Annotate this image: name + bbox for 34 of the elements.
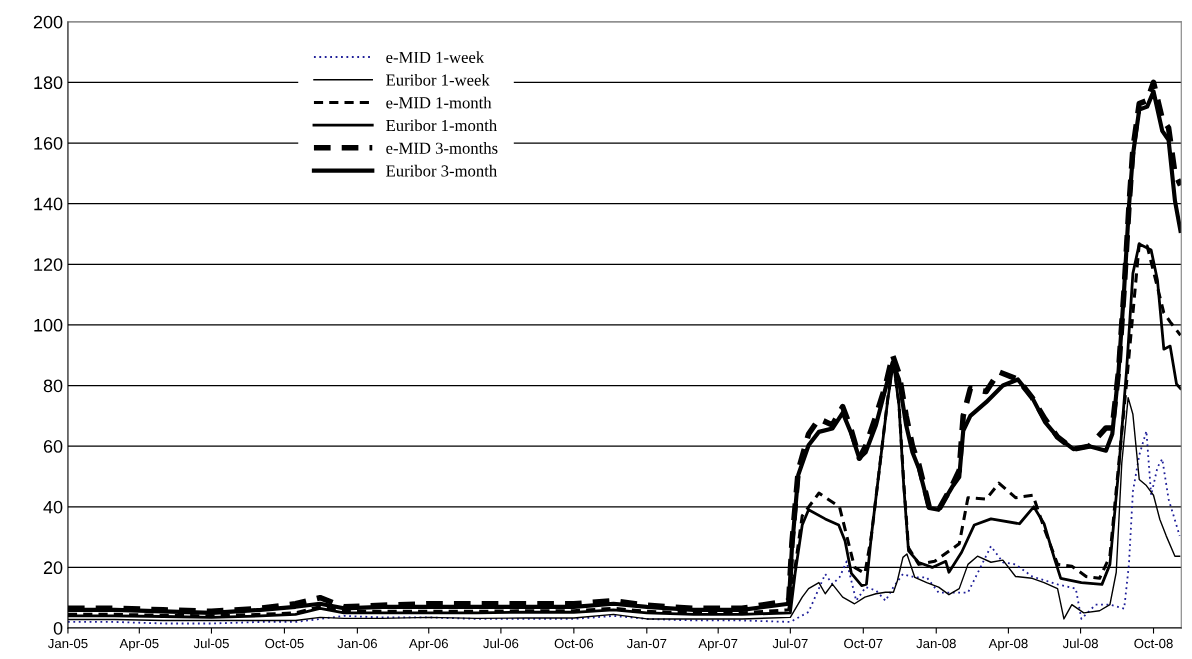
x-tick-label: Oct-06 bbox=[554, 638, 594, 649]
line-series bbox=[67, 430, 1181, 625]
y-tick-label: 100 bbox=[34, 318, 63, 332]
x-tick-label: Jul-06 bbox=[483, 638, 519, 649]
legend-label: Euribor 1-week bbox=[386, 73, 490, 86]
x-tick-label: Jan-06 bbox=[337, 638, 377, 649]
x-tick-label: Apr-08 bbox=[988, 638, 1028, 651]
x-tick-label: Apr-06 bbox=[408, 638, 448, 651]
y-tick-label: 200 bbox=[33, 15, 63, 29]
legend-label: e-MID 3-months bbox=[386, 142, 498, 154]
x-tick-label: Jul-05 bbox=[193, 638, 229, 649]
y-tick-label: 60 bbox=[43, 440, 63, 453]
y-tick-label: 80 bbox=[43, 379, 63, 393]
x-tick-label: Jan-08 bbox=[916, 638, 956, 649]
legend-label: e-MID 1-month bbox=[386, 96, 492, 109]
x-tick-label: Oct-08 bbox=[1134, 638, 1173, 649]
x-tick-label: Jul-08 bbox=[1062, 638, 1098, 649]
x-tick-label: Jan-05 bbox=[47, 638, 88, 649]
y-tick-label: 40 bbox=[43, 500, 63, 514]
y-tick-label: 120 bbox=[34, 258, 63, 271]
y-tick-label: 140 bbox=[34, 197, 63, 211]
y-tick-label: 160 bbox=[34, 136, 63, 150]
x-tick-label: Jan-07 bbox=[626, 638, 667, 649]
x-tick-label: Apr-05 bbox=[119, 638, 159, 651]
y-tick-label: 20 bbox=[43, 561, 63, 575]
legend-label: Euribor 1-month bbox=[386, 119, 497, 132]
x-tick-label: Oct-05 bbox=[265, 638, 304, 649]
x-tick-label: Jul-07 bbox=[772, 638, 808, 649]
legend-label: e-MID 1-week bbox=[386, 51, 485, 63]
x-tick-label: Oct-07 bbox=[844, 638, 883, 649]
y-tick-label: 0 bbox=[53, 621, 63, 635]
legend-label: Euribor 3-month bbox=[386, 164, 497, 177]
y-tick-label: 180 bbox=[34, 76, 63, 90]
x-tick-label: Apr-07 bbox=[698, 638, 738, 651]
